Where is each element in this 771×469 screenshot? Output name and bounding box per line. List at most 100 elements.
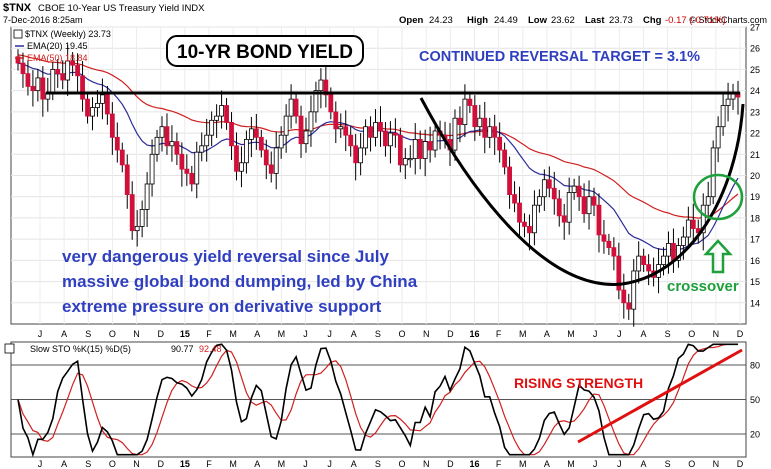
sto-x-tick-label: D xyxy=(157,459,164,469)
target-annotation: CONTINUED REVERSAL TARGET = 3.1% xyxy=(419,49,700,65)
sto-x-tick-label: N xyxy=(713,459,720,469)
x-tick-label: J xyxy=(38,329,43,339)
candle-body xyxy=(70,60,76,66)
chart-date: 7-Dec-2016 8:25am xyxy=(3,15,83,25)
candle-body xyxy=(55,69,61,75)
note-line-3: extreme pressure on derivative support xyxy=(62,297,382,316)
price-y-tick: 17 xyxy=(750,235,760,245)
candle-body xyxy=(388,132,393,147)
candle-body xyxy=(263,149,269,166)
x-tick-label: N xyxy=(423,329,430,339)
x-tick-label: D xyxy=(447,329,454,339)
candle-body xyxy=(671,242,676,261)
candle-body xyxy=(591,196,597,206)
title-box-text: 10-YR BOND YIELD xyxy=(177,42,353,63)
x-tick-label: O xyxy=(109,329,116,339)
candle-body xyxy=(179,153,185,170)
candle-body xyxy=(35,77,41,92)
candle-body xyxy=(109,113,115,138)
x-tick-label: M xyxy=(229,329,237,339)
sto-d-value: 92.48 xyxy=(199,344,222,354)
candle-body xyxy=(507,166,512,195)
candle-body xyxy=(432,130,438,151)
candle-body xyxy=(343,126,349,136)
candle-body xyxy=(348,134,354,147)
last-label: Last xyxy=(585,15,605,26)
x-tick-label: S xyxy=(85,329,91,339)
candle-body xyxy=(65,60,71,81)
candle-body xyxy=(358,147,364,164)
candle-body xyxy=(114,136,120,151)
sto-x-tick-label: A xyxy=(351,459,357,469)
x-tick-label: J xyxy=(303,329,308,339)
sto-x-tick-label: 15 xyxy=(180,459,190,469)
candle-body xyxy=(551,187,557,200)
candle-body xyxy=(214,115,220,121)
last-value: 23.73 xyxy=(609,15,633,26)
candle-body xyxy=(149,153,155,185)
candle-body xyxy=(323,79,329,96)
sto-x-tick-label: S xyxy=(85,459,91,469)
sto-k-line xyxy=(17,343,738,458)
x-tick-label: M xyxy=(519,329,527,339)
rising-strength-label: RISING STRENGTH xyxy=(514,375,643,391)
sto-x-tick-label: J xyxy=(327,459,332,469)
candle-body xyxy=(407,158,413,161)
x-tick-label: F xyxy=(206,329,212,339)
candle-body xyxy=(502,149,508,168)
candle-body xyxy=(720,105,726,128)
candle-body xyxy=(541,179,547,198)
price-y-tick: 15 xyxy=(750,277,760,287)
sto-x-tick-label: D xyxy=(447,459,454,469)
sto-x-tick-label: M xyxy=(278,459,286,469)
candle-body xyxy=(258,136,264,151)
candle-body xyxy=(308,111,314,132)
candle-body xyxy=(268,164,274,174)
candle-body xyxy=(184,168,190,174)
open-label: Open xyxy=(399,15,423,26)
candle-body xyxy=(234,145,239,172)
candle-body xyxy=(566,192,572,223)
candle-body xyxy=(169,141,175,147)
candle-body xyxy=(124,164,130,195)
x-tick-label: J xyxy=(617,329,622,339)
sto-x-tick-label: O xyxy=(109,459,116,469)
symbol-description: CBOE 10-Year US Treasury Yield INDX xyxy=(38,3,205,14)
candle-body xyxy=(129,194,135,232)
legend-ema50: EMA(50) 18.84 xyxy=(27,53,88,63)
candle-body xyxy=(85,98,90,117)
sto-x-tick-label: A xyxy=(254,459,260,469)
sto-x-tick-label: A xyxy=(640,459,646,469)
price-legend: $TNX (Weekly) 23.73 EMA(20) 19.45 EMA(50… xyxy=(13,29,111,63)
candle-body xyxy=(402,158,408,166)
crossover-label: crossover xyxy=(667,278,739,295)
candle-body xyxy=(90,107,95,117)
x-tick-label: M xyxy=(567,329,575,339)
candle-body xyxy=(15,56,21,64)
price-y-tick: 14 xyxy=(750,298,760,308)
legend-ema20: EMA(20) 19.45 xyxy=(27,41,88,51)
candle-body xyxy=(556,198,562,217)
candle-body xyxy=(159,126,165,138)
high-label: High xyxy=(467,15,488,26)
sto-x-tick-label: N xyxy=(133,459,140,469)
sto-k-value: 90.77 xyxy=(171,344,194,354)
candle-body xyxy=(685,219,691,238)
candle-body xyxy=(288,98,294,117)
candle-body xyxy=(710,147,716,198)
price-y-tick: 26 xyxy=(750,44,760,54)
candle-body xyxy=(522,221,527,227)
x-tick-label: A xyxy=(254,329,260,339)
candle-body xyxy=(700,204,706,234)
ema20-line xyxy=(17,62,739,251)
sto-x-tick-label: S xyxy=(375,459,381,469)
price-y-tick: 19 xyxy=(750,192,760,202)
candle-body xyxy=(174,141,180,155)
sto-x-tick-label: D xyxy=(737,459,744,469)
sto-legend-label: Slow STO %K(15) %D(5) xyxy=(30,344,131,354)
x-tick-label: D xyxy=(737,329,744,339)
candle-body xyxy=(427,141,433,151)
candle-body xyxy=(219,105,224,117)
price-y-tick: 21 xyxy=(750,150,760,160)
sto-x-tick-label: S xyxy=(665,459,671,469)
